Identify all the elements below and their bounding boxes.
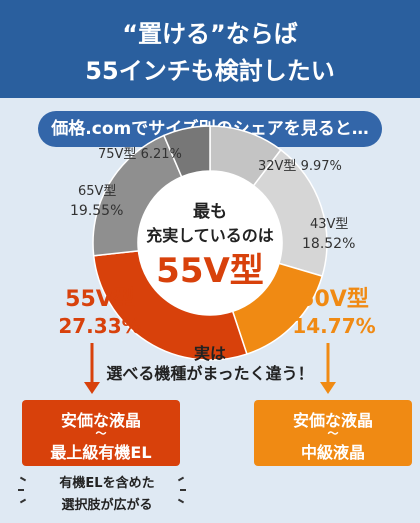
emphasis-dash	[180, 489, 186, 491]
left-note-line2: 選択肢が広がる	[61, 498, 153, 513]
callout-right-mid: 〜	[327, 427, 339, 440]
label-65v-value: 19.55%	[70, 203, 123, 219]
label-32v-category: 32V型	[258, 159, 296, 174]
left-note-line1: 有機ELを含めた	[59, 476, 155, 491]
middle-message-line1: 実は	[193, 344, 226, 363]
header: “置ける”ならば 55インチも検討したい	[0, 0, 420, 98]
label-55v-value: 27.33%	[58, 314, 141, 338]
callout-left-bottom: 最上級有機EL	[50, 443, 152, 462]
middle-message-line2: 選べる機種がまったく違う！	[106, 364, 314, 383]
center-text-highlight: 55V型	[156, 251, 264, 291]
label-75v-text: 75V型 6.21%	[98, 147, 182, 162]
label-75v-value: 6.21%	[141, 147, 182, 162]
callout-left-mid: 〜	[95, 427, 107, 440]
label-55v-category: 55V型	[65, 287, 135, 312]
center-text-line1: 最も	[193, 202, 227, 222]
middle-message: 実は 選べる機種がまったく違う！	[0, 344, 420, 384]
label-32v-text: 32V型 9.97%	[258, 159, 342, 174]
label-50v-value: 14.77%	[292, 314, 375, 338]
arrow-right	[320, 343, 336, 394]
center-text-line2: 充実しているのは	[146, 226, 274, 245]
label-65v-category: 65V型	[78, 184, 116, 199]
label-75v-category: 75V型	[98, 147, 136, 162]
label-32v: 32V型 9.97%	[258, 159, 342, 174]
label-43v-category: 43V型	[310, 217, 348, 232]
arrow-left	[84, 343, 100, 394]
callout-box-right: 安価な液晶 〜 中級液晶	[254, 400, 412, 466]
callout-right-bottom: 中級液晶	[300, 443, 365, 462]
emphasis-dash	[18, 489, 24, 491]
callout-right-top: 安価な液晶	[292, 411, 373, 430]
callout-box-left: 安価な液晶 〜 最上級有機EL	[22, 400, 180, 466]
header-title-line1: “置ける”ならば	[122, 20, 298, 48]
donut-hole	[138, 171, 282, 315]
label-43v-value: 18.52%	[302, 236, 355, 252]
label-75v: 75V型 6.21%	[98, 147, 182, 162]
label-50v-category: 50V型	[299, 287, 369, 312]
callout-left-top: 安価な液晶	[60, 411, 141, 430]
left-note: 有機ELを含めた 選択肢が広がる	[32, 473, 182, 517]
header-title-line2: 55インチも検討したい	[85, 57, 335, 85]
label-32v-value: 9.97%	[301, 159, 342, 174]
